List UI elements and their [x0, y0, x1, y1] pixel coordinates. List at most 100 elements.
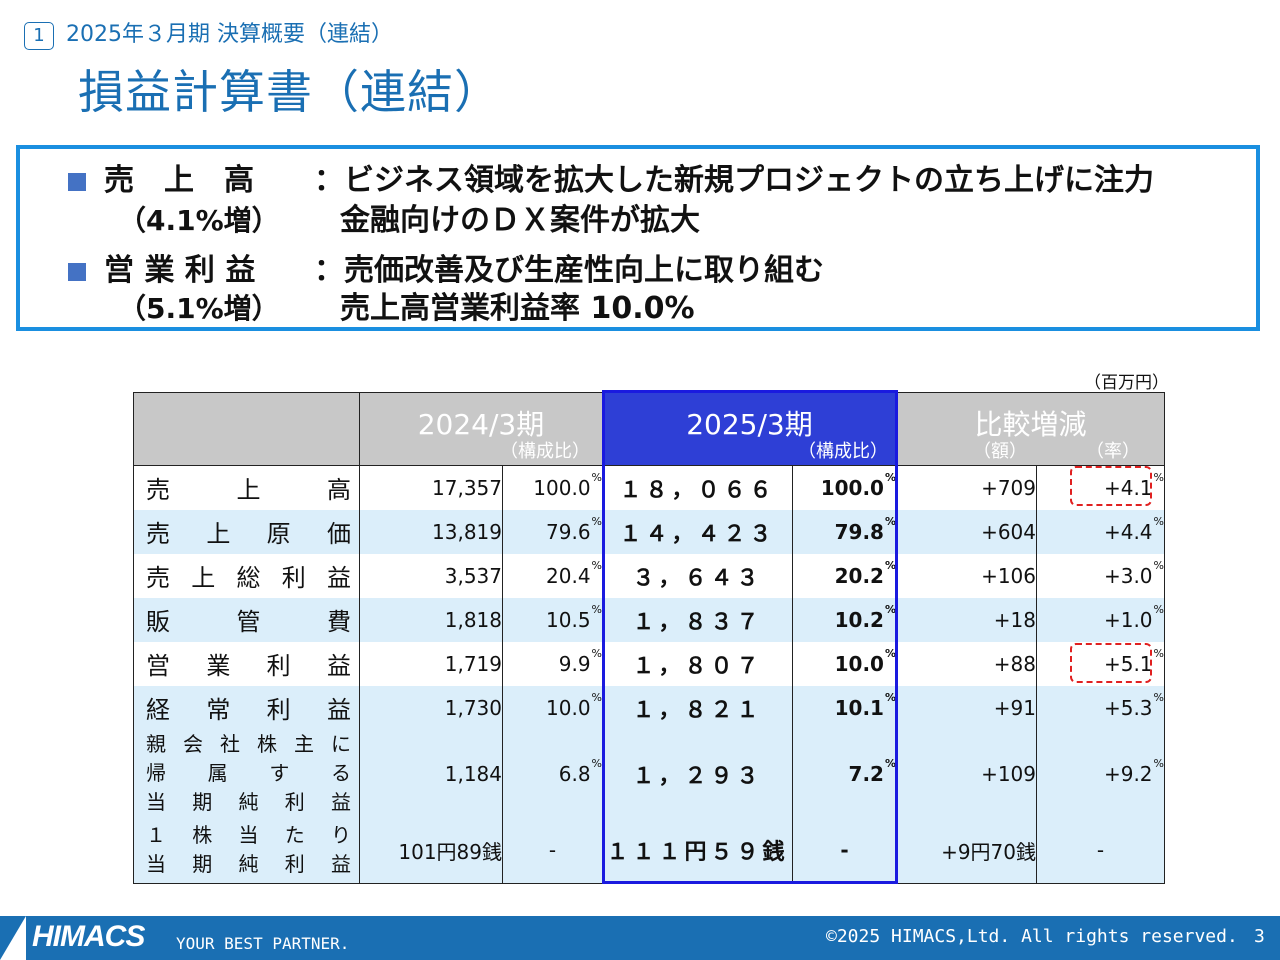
percent-mark: % — [884, 602, 896, 616]
row-label-char: 益 — [326, 696, 351, 724]
percent-mark: % — [884, 471, 896, 485]
row-label-char: 売 — [146, 520, 170, 548]
diff-amount-value: +604 — [981, 519, 1036, 544]
row-label-char: 益 — [327, 564, 351, 592]
diff-amount-value: +106 — [981, 563, 1036, 588]
header-diff-amount: （額） — [973, 441, 1027, 462]
prev-ratio-value: 10.5 — [546, 607, 591, 632]
prev-amount-value: 13,819 — [432, 519, 502, 544]
row-label-char: 当 — [146, 790, 166, 814]
row-label-char: 株 — [192, 823, 213, 848]
current-amount-value: １４，４２３ — [619, 521, 776, 547]
header-prev: 2024/3期 （構成比） — [359, 392, 603, 466]
row-label-char: 営 — [146, 652, 170, 680]
current-ratio: 100.0% — [792, 465, 897, 510]
prev-ratio: 10.0% — [502, 685, 603, 730]
row-label-char: 純 — [238, 790, 259, 814]
row-label-char: 価 — [326, 520, 351, 548]
table-row: １ 株当たり当期純利益 101円89銭 -１１１円５９銭 - +9円70銭 - — [133, 817, 1165, 884]
summary-text-op-2: 売上高営業利益率 10.0% — [340, 291, 695, 326]
prev-ratio: 79.6% — [502, 509, 603, 554]
diff-amount-value: +88 — [993, 651, 1036, 676]
current-amount: １８，０６６ — [602, 465, 793, 510]
row-label-char: 純 — [238, 852, 259, 877]
current-ratio-value: 10.1 — [834, 695, 884, 720]
prev-ratio-value: - — [548, 838, 557, 863]
current-ratio-value: 10.2 — [834, 607, 884, 632]
percent-mark: % — [591, 646, 602, 660]
row-label-char: 当 — [238, 823, 259, 848]
summary-label-op: 営 業 利 益 — [104, 253, 256, 288]
header-prev-period: 2024/3期 — [417, 408, 545, 441]
current-amount-value: １１１円５９銭 — [606, 840, 789, 866]
row-label-char: 管 — [236, 608, 261, 636]
row-label-char: 利 — [284, 852, 305, 877]
current-amount: １１１円５９銭 — [602, 817, 793, 884]
current-amount-value: １，８０７ — [632, 653, 763, 679]
row-label: 営業利益 — [133, 641, 360, 686]
summary-label-sales: 売 上 高 — [104, 163, 254, 198]
diff-rate: +3.0% — [1036, 553, 1165, 598]
row-label-char: １ — [146, 823, 166, 848]
header-diff: 比較増減 （額） （率） — [896, 392, 1165, 466]
row-label-char: 親 — [146, 732, 166, 756]
header-current: 2025/3期 （構成比） — [602, 392, 897, 466]
row-label: 販管費 — [133, 597, 360, 642]
current-amount-value: １，８２１ — [632, 697, 763, 723]
row-label-char: す — [269, 761, 290, 785]
current-ratio-value: 20.2 — [834, 563, 884, 588]
bullet-square-icon — [68, 173, 86, 191]
row-label-char: に — [331, 732, 351, 756]
prev-ratio-value: 10.0 — [546, 695, 591, 720]
row-label-char: 高 — [327, 476, 351, 505]
header-current-ratio: （構成比） — [798, 441, 888, 462]
diff-rate-value: +5.1 — [1103, 651, 1153, 676]
logo-mark-icon — [0, 916, 26, 960]
prev-amount: 1,184 — [359, 729, 503, 818]
diff-rate: +4.1% — [1036, 465, 1165, 510]
sales-rate-callout — [1070, 466, 1152, 506]
current-amount: １，８２１ — [602, 685, 793, 730]
header-diff-rate: （率） — [1086, 441, 1140, 462]
current-ratio: 10.1% — [792, 685, 897, 730]
row-label-char: 総 — [236, 564, 261, 592]
prev-ratio: - — [502, 817, 603, 884]
table-row: 売上原価 13,819 79.6% １４，４２３ 79.8% +604 +4.4% — [133, 509, 1165, 554]
prev-ratio: 9.9% — [502, 641, 603, 686]
prev-amount-value: 101円89銭 — [398, 839, 502, 864]
row-label-char: 利 — [266, 696, 291, 724]
row-label-char: 主 — [294, 732, 314, 756]
section-title: 2025年３月期 決算概要（連結） — [66, 22, 393, 47]
diff-amount: +709 — [896, 465, 1037, 510]
row-label: 売上総利益 — [133, 553, 360, 598]
row-label-char: 常 — [206, 696, 231, 724]
diff-amount: +604 — [896, 509, 1037, 554]
prev-ratio-value: 6.8 — [558, 761, 591, 786]
diff-rate: +5.1% — [1036, 641, 1165, 686]
header-blank — [133, 392, 360, 466]
prev-ratio: 100.0% — [502, 465, 603, 510]
tagline: YOUR BEST PARTNER. — [176, 934, 350, 953]
percent-mark: % — [884, 514, 896, 528]
current-ratio-value: - — [840, 838, 849, 863]
diff-amount: +106 — [896, 553, 1037, 598]
op-rate-callout — [1070, 643, 1152, 683]
percent-mark: % — [591, 514, 602, 528]
unit-label: （百万円） — [1084, 373, 1169, 393]
percent-mark: % — [591, 471, 602, 485]
prev-ratio-value: 100.0 — [533, 475, 591, 500]
percent-mark: % — [1153, 646, 1164, 660]
percent-mark: % — [591, 690, 602, 704]
row-label-char: 利 — [284, 790, 305, 814]
row-label-char: 経 — [146, 696, 170, 724]
diff-rate: - — [1036, 817, 1165, 884]
row-label-char: 期 — [192, 852, 213, 877]
row-label-char: 当 — [146, 852, 166, 877]
current-ratio: 79.8% — [792, 509, 897, 554]
diff-rate: +4.4% — [1036, 509, 1165, 554]
copyright: ©2025 HIMACS,Ltd. All rights reserved. — [826, 926, 1238, 947]
prev-amount-value: 1,184 — [444, 761, 502, 786]
row-label-char: 益 — [326, 652, 351, 680]
current-ratio: - — [792, 817, 897, 884]
